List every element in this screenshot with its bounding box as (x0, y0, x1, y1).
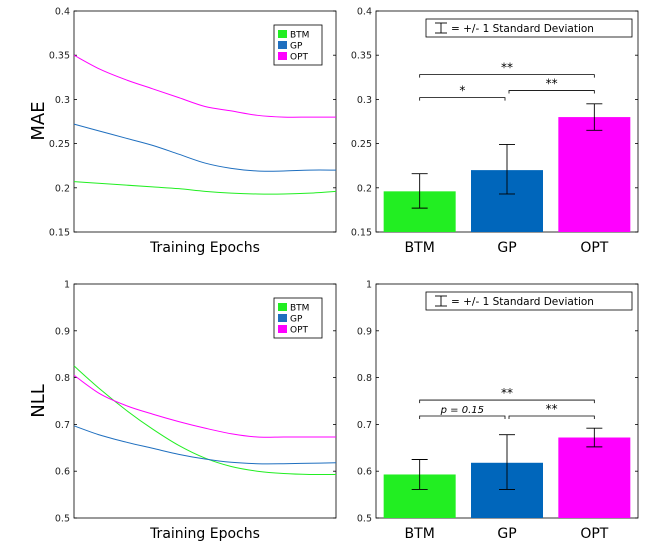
x-tick-label-opt: OPT (580, 240, 608, 256)
y-tick-label: 0.35 (49, 51, 70, 62)
legend-swatch-btm (278, 30, 287, 38)
row-label-nll: NLL (28, 384, 49, 418)
significance-label: p = 0.15 (440, 405, 484, 416)
y-tick-label: 0.8 (55, 373, 70, 384)
y-tick-label: 0.6 (55, 467, 70, 478)
y-tick-label: 0.15 (351, 228, 372, 239)
x-axis-label: Training Epochs (149, 526, 260, 542)
legend-swatch-opt (278, 325, 287, 333)
legend-label-gp: GP (290, 42, 303, 52)
bar-opt (558, 117, 631, 232)
x-tick-label-gp: GP (497, 240, 516, 256)
row-label-mae: MAE (28, 101, 49, 140)
x-tick-label-btm: BTM (405, 526, 435, 542)
legend-label-btm: BTM (290, 304, 309, 314)
y-tick-label: 0.6 (357, 467, 372, 478)
nll-bar-panel: 0.5 0.6 0.7 0.8 0.9 1 BTM GP OPT p = 0.15 ** ** = +/… (357, 280, 639, 542)
legend-label-opt: OPT (290, 53, 309, 63)
legend-swatch-gp (278, 41, 287, 49)
significance-label: ** (546, 77, 558, 91)
legend-label-gp: GP (290, 315, 303, 325)
y-tick-label: 0.3 (55, 95, 70, 106)
x-tick-label-btm: BTM (405, 240, 435, 256)
y-tick-label: 0.2 (357, 183, 372, 194)
y-tick-label: 0.35 (351, 51, 372, 62)
significance-bracket (419, 97, 506, 101)
std-legend-text: = +/- 1 Standard Deviation (451, 23, 594, 35)
y-tick-label: 0.9 (55, 326, 70, 337)
y-tick-label: 0.9 (357, 326, 372, 337)
y-tick-label: 0.7 (357, 420, 372, 431)
axes-frame (73, 283, 337, 519)
series-line-gp (73, 123, 337, 172)
y-tick-label: 0.4 (55, 7, 70, 18)
legend-label-btm: BTM (290, 31, 309, 41)
y-tick-label: 0.2 (55, 183, 70, 194)
series-line-gp (73, 425, 337, 465)
std-legend-box (425, 18, 633, 38)
y-tick-label: 0.15 (49, 228, 70, 239)
significance-label: ** (546, 402, 558, 416)
series-line-opt (73, 54, 336, 118)
significance-bracket (508, 415, 595, 419)
significance-bracket (419, 74, 595, 78)
bar-opt (558, 437, 631, 518)
y-tick-label: 1 (366, 280, 372, 291)
series-line-btm (73, 181, 337, 195)
significance-label: ** (501, 61, 513, 75)
series-line-btm (73, 365, 337, 476)
std-legend-box (425, 291, 633, 311)
legend-swatch-gp (278, 314, 287, 322)
significance-bracket (419, 399, 595, 404)
y-tick-label: 0.5 (357, 514, 372, 525)
legend-swatch-btm (278, 303, 287, 311)
y-tick-label: 1 (64, 280, 70, 291)
y-tick-label: 0.25 (351, 139, 372, 150)
legend-swatch-opt (278, 52, 287, 60)
significance-label: ** (501, 386, 513, 400)
y-tick-label: 0.25 (49, 139, 70, 150)
series-line-opt (73, 374, 336, 438)
significance-label: * (459, 84, 465, 98)
y-tick-label: 0.4 (357, 7, 372, 18)
y-tick-label: 0.8 (357, 373, 372, 384)
legend-label-opt: OPT (290, 326, 309, 336)
y-tick-label: 0.3 (357, 95, 372, 106)
y-tick-label: 0.7 (55, 420, 70, 431)
y-tick-label: 0.5 (55, 514, 70, 525)
significance-bracket (419, 415, 506, 419)
axes-frame (73, 10, 337, 233)
x-axis-label: Training Epochs (149, 240, 260, 256)
std-legend-text: = +/- 1 Standard Deviation (451, 296, 594, 308)
x-tick-label-gp: GP (497, 526, 516, 542)
x-tick-label-opt: OPT (580, 526, 608, 542)
significance-bracket (508, 90, 595, 94)
